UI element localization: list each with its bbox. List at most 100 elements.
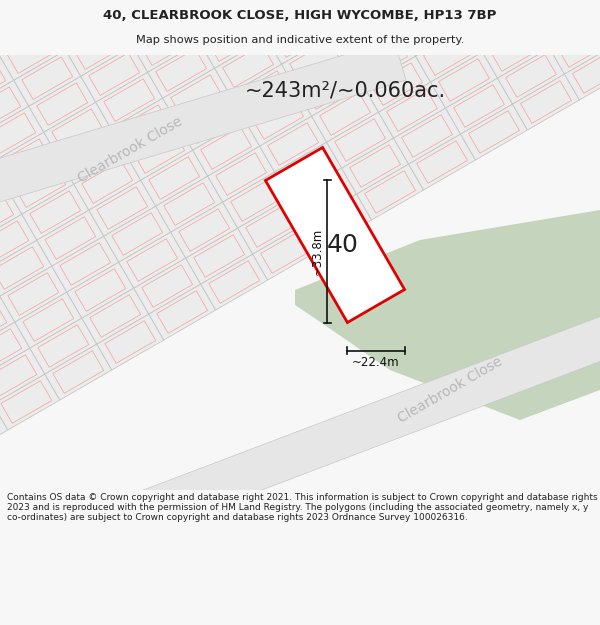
Polygon shape — [74, 154, 140, 210]
Polygon shape — [0, 40, 406, 215]
Polygon shape — [290, 168, 356, 224]
Polygon shape — [0, 80, 29, 136]
Polygon shape — [223, 172, 290, 228]
Polygon shape — [133, 16, 200, 72]
Polygon shape — [185, 0, 251, 42]
Text: Clearbrook Close: Clearbrook Close — [395, 354, 505, 426]
Polygon shape — [550, 18, 600, 74]
Polygon shape — [370, 0, 437, 4]
Polygon shape — [0, 348, 45, 404]
Polygon shape — [281, 34, 349, 90]
Polygon shape — [82, 288, 149, 344]
Polygon shape — [460, 104, 527, 160]
Text: ~22.4m: ~22.4m — [352, 356, 400, 369]
Polygon shape — [163, 68, 230, 124]
Polygon shape — [22, 184, 89, 240]
Polygon shape — [452, 0, 520, 26]
Polygon shape — [7, 158, 74, 214]
Polygon shape — [0, 266, 67, 322]
Polygon shape — [260, 116, 326, 172]
Polygon shape — [89, 180, 155, 236]
Polygon shape — [59, 128, 125, 184]
Polygon shape — [200, 12, 266, 68]
Polygon shape — [0, 106, 44, 162]
Polygon shape — [379, 82, 445, 138]
Polygon shape — [143, 301, 600, 529]
Polygon shape — [110, 98, 178, 154]
Polygon shape — [236, 0, 304, 12]
Polygon shape — [44, 102, 110, 158]
Polygon shape — [65, 20, 133, 76]
Polygon shape — [80, 46, 148, 102]
Polygon shape — [253, 224, 320, 280]
Polygon shape — [149, 284, 215, 340]
Polygon shape — [305, 194, 371, 250]
Polygon shape — [334, 4, 400, 60]
Polygon shape — [193, 120, 260, 176]
Polygon shape — [125, 124, 193, 180]
Polygon shape — [30, 318, 97, 374]
Polygon shape — [52, 236, 119, 292]
Polygon shape — [445, 78, 512, 134]
Text: ~33.8m: ~33.8m — [311, 228, 324, 275]
Text: Contains OS data © Crown copyright and database right 2021. This information is : Contains OS data © Crown copyright and d… — [7, 492, 598, 522]
Polygon shape — [341, 138, 409, 194]
Polygon shape — [0, 54, 14, 110]
Polygon shape — [67, 262, 134, 318]
Polygon shape — [0, 296, 15, 352]
Polygon shape — [118, 0, 185, 46]
Polygon shape — [0, 240, 52, 296]
Polygon shape — [140, 150, 208, 206]
Polygon shape — [364, 56, 430, 112]
Polygon shape — [35, 0, 103, 24]
Polygon shape — [394, 108, 460, 164]
Polygon shape — [251, 0, 319, 38]
Polygon shape — [265, 148, 404, 322]
Polygon shape — [356, 164, 424, 220]
Polygon shape — [586, 0, 600, 18]
Polygon shape — [326, 112, 394, 168]
Polygon shape — [119, 232, 185, 288]
Polygon shape — [155, 176, 223, 232]
Polygon shape — [14, 50, 80, 106]
Polygon shape — [319, 0, 385, 34]
Polygon shape — [0, 0, 35, 28]
Polygon shape — [400, 0, 467, 56]
Polygon shape — [409, 134, 475, 190]
Polygon shape — [266, 8, 334, 64]
Polygon shape — [415, 26, 482, 82]
Polygon shape — [200, 254, 268, 310]
Polygon shape — [0, 322, 30, 378]
Polygon shape — [238, 198, 305, 254]
Polygon shape — [104, 206, 170, 262]
Polygon shape — [0, 162, 7, 218]
Polygon shape — [245, 90, 311, 146]
Polygon shape — [430, 52, 497, 108]
Text: ~243m²/~0.060ac.: ~243m²/~0.060ac. — [245, 80, 446, 100]
Polygon shape — [178, 94, 245, 150]
Polygon shape — [170, 202, 238, 258]
Polygon shape — [535, 0, 600, 48]
Polygon shape — [230, 64, 296, 120]
Polygon shape — [0, 132, 59, 188]
Polygon shape — [482, 22, 550, 78]
Polygon shape — [0, 0, 50, 54]
Polygon shape — [565, 44, 600, 100]
Text: 40: 40 — [327, 233, 359, 257]
Polygon shape — [467, 0, 535, 52]
Polygon shape — [0, 214, 37, 270]
Polygon shape — [29, 76, 95, 132]
Polygon shape — [349, 30, 415, 86]
Polygon shape — [520, 0, 586, 22]
Polygon shape — [95, 72, 163, 128]
Polygon shape — [0, 0, 20, 2]
Text: Clearbrook Close: Clearbrook Close — [76, 114, 185, 186]
Polygon shape — [0, 24, 65, 80]
Polygon shape — [134, 258, 200, 314]
Polygon shape — [304, 0, 370, 8]
Polygon shape — [385, 0, 452, 30]
Polygon shape — [148, 42, 215, 98]
Polygon shape — [311, 86, 379, 142]
Polygon shape — [0, 188, 22, 244]
Polygon shape — [215, 38, 281, 94]
